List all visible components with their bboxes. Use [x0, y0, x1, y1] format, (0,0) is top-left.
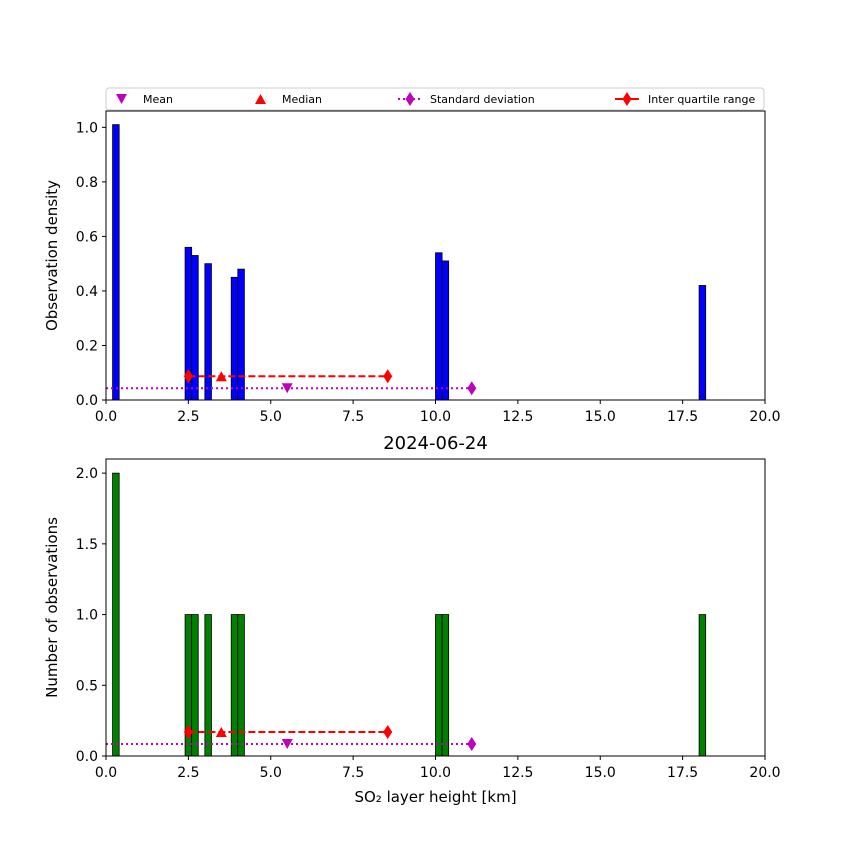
count-x-tick-label: 5.0: [260, 765, 282, 781]
density-x-tick-label: 17.5: [667, 409, 698, 425]
count-bar: [435, 614, 443, 757]
count-panel: 2024-06-24 0.0 2.5 5.0 7.5 10.0 12.5 15.0 17.5 2…: [43, 433, 781, 806]
legend-label-mean: Mean: [143, 93, 173, 106]
count-x-tick-label: 15.0: [585, 765, 616, 781]
count-panel-title: 2024-06-24: [383, 433, 488, 454]
density-x-tick-label: 2.5: [177, 409, 199, 425]
iqr-marker-icon: [622, 92, 632, 106]
count-bar: [112, 472, 120, 757]
density-x-tick-label: 20.0: [749, 409, 780, 425]
legend-item-mean: Mean: [116, 93, 173, 106]
density-bar: [204, 263, 212, 401]
legend-frame: [105, 87, 765, 111]
density-x-tick-label: 0.0: [95, 409, 117, 425]
legend-item-median: Median: [255, 93, 322, 106]
count-y-tick-label: 1.5: [76, 537, 98, 553]
density-iqr-marker: [183, 369, 193, 384]
density-y-tick-label: 0.0: [76, 393, 98, 409]
count-x-tick-label: 0.0: [95, 765, 117, 781]
count-y-tick-label: 0.5: [76, 678, 98, 694]
count-bar: [441, 614, 450, 757]
density-median-marker: [215, 371, 227, 382]
density-y-tick-label: 1.0: [76, 120, 98, 136]
count-x-tick-label: 20.0: [749, 765, 780, 781]
std-marker-icon: [405, 92, 415, 106]
count-bar: [698, 614, 707, 757]
count-x-tick-label: 12.5: [502, 765, 533, 781]
count-x-tick-label: 17.5: [667, 765, 698, 781]
count-x-tick-label: 2.5: [177, 765, 199, 781]
density-bars: [112, 124, 707, 401]
density-iqr-marker: [383, 369, 393, 384]
density-y-axis-label: Observation density: [43, 180, 61, 331]
legend-label-median: Median: [282, 93, 322, 106]
density-statistics: [106, 369, 477, 396]
count-statistics: [106, 724, 477, 751]
count-y-tick-label: 2.0: [76, 466, 98, 482]
count-bar: [237, 614, 245, 757]
density-panel: 0.0 2.5 5.0 7.5 10.0 12.5 15.0 17.5 20.0 0.0 0.2 0.…: [43, 110, 781, 425]
density-std-marker: [467, 381, 477, 396]
median-marker-icon: [255, 94, 266, 104]
count-bar: [204, 614, 212, 757]
count-bar: [230, 614, 239, 757]
legend: Mean Median Standard deviation Inter qua…: [105, 87, 765, 111]
density-bar: [698, 285, 707, 401]
density-y-tick-label: 0.2: [76, 338, 98, 354]
density-bar: [230, 276, 239, 401]
count-bar: [191, 614, 199, 757]
count-y-tick-label: 1.0: [76, 608, 98, 624]
density-x-tick-label: 12.5: [502, 409, 533, 425]
density-x-tick-label: 7.5: [342, 409, 364, 425]
count-x-tick-label: 10.0: [420, 765, 451, 781]
legend-label-iqr: Inter quartile range: [648, 93, 755, 106]
density-x-tick-label: 5.0: [260, 409, 282, 425]
density-x-tick-label: 10.0: [420, 409, 451, 425]
density-y-tick-label: 0.6: [76, 229, 98, 245]
density-bar: [112, 124, 120, 401]
legend-label-std: Standard deviation: [430, 93, 535, 106]
density-axis-ticks: 0.0 2.5 5.0 7.5 10.0 12.5 15.0 17.5 20.0 0.0 0.2 0.…: [76, 120, 781, 425]
density-bar: [237, 268, 245, 401]
density-y-tick-label: 0.8: [76, 175, 98, 191]
density-x-tick-label: 15.0: [585, 409, 616, 425]
count-median-marker: [215, 726, 227, 737]
count-iqr-marker: [383, 724, 393, 739]
mean-marker-icon: [116, 94, 127, 104]
count-x-tick-label: 7.5: [342, 765, 364, 781]
density-y-tick-label: 0.4: [76, 284, 98, 300]
density-plot-frame: [105, 110, 766, 401]
count-y-axis-label: Number of observations: [43, 517, 61, 698]
legend-item-standard-deviation: Standard deviation: [398, 92, 535, 106]
count-iqr-marker: [183, 724, 193, 739]
density-mean-marker: [281, 383, 293, 394]
count-mean-marker: [281, 738, 293, 749]
density-bar: [435, 252, 443, 401]
count-plot-frame: [105, 458, 766, 757]
density-bar: [191, 255, 199, 401]
count-axis-ticks: 0.0 2.5 5.0 7.5 10.0 12.5 15.0 17.5 20.0 0.0 0.5 1.…: [76, 466, 781, 781]
count-y-tick-label: 0.0: [76, 749, 98, 765]
count-x-axis-label: SO₂ layer height [km]: [354, 788, 516, 806]
legend-item-inter-quartile-range: Inter quartile range: [615, 92, 755, 106]
count-std-marker: [467, 736, 477, 751]
density-bar: [441, 260, 450, 401]
